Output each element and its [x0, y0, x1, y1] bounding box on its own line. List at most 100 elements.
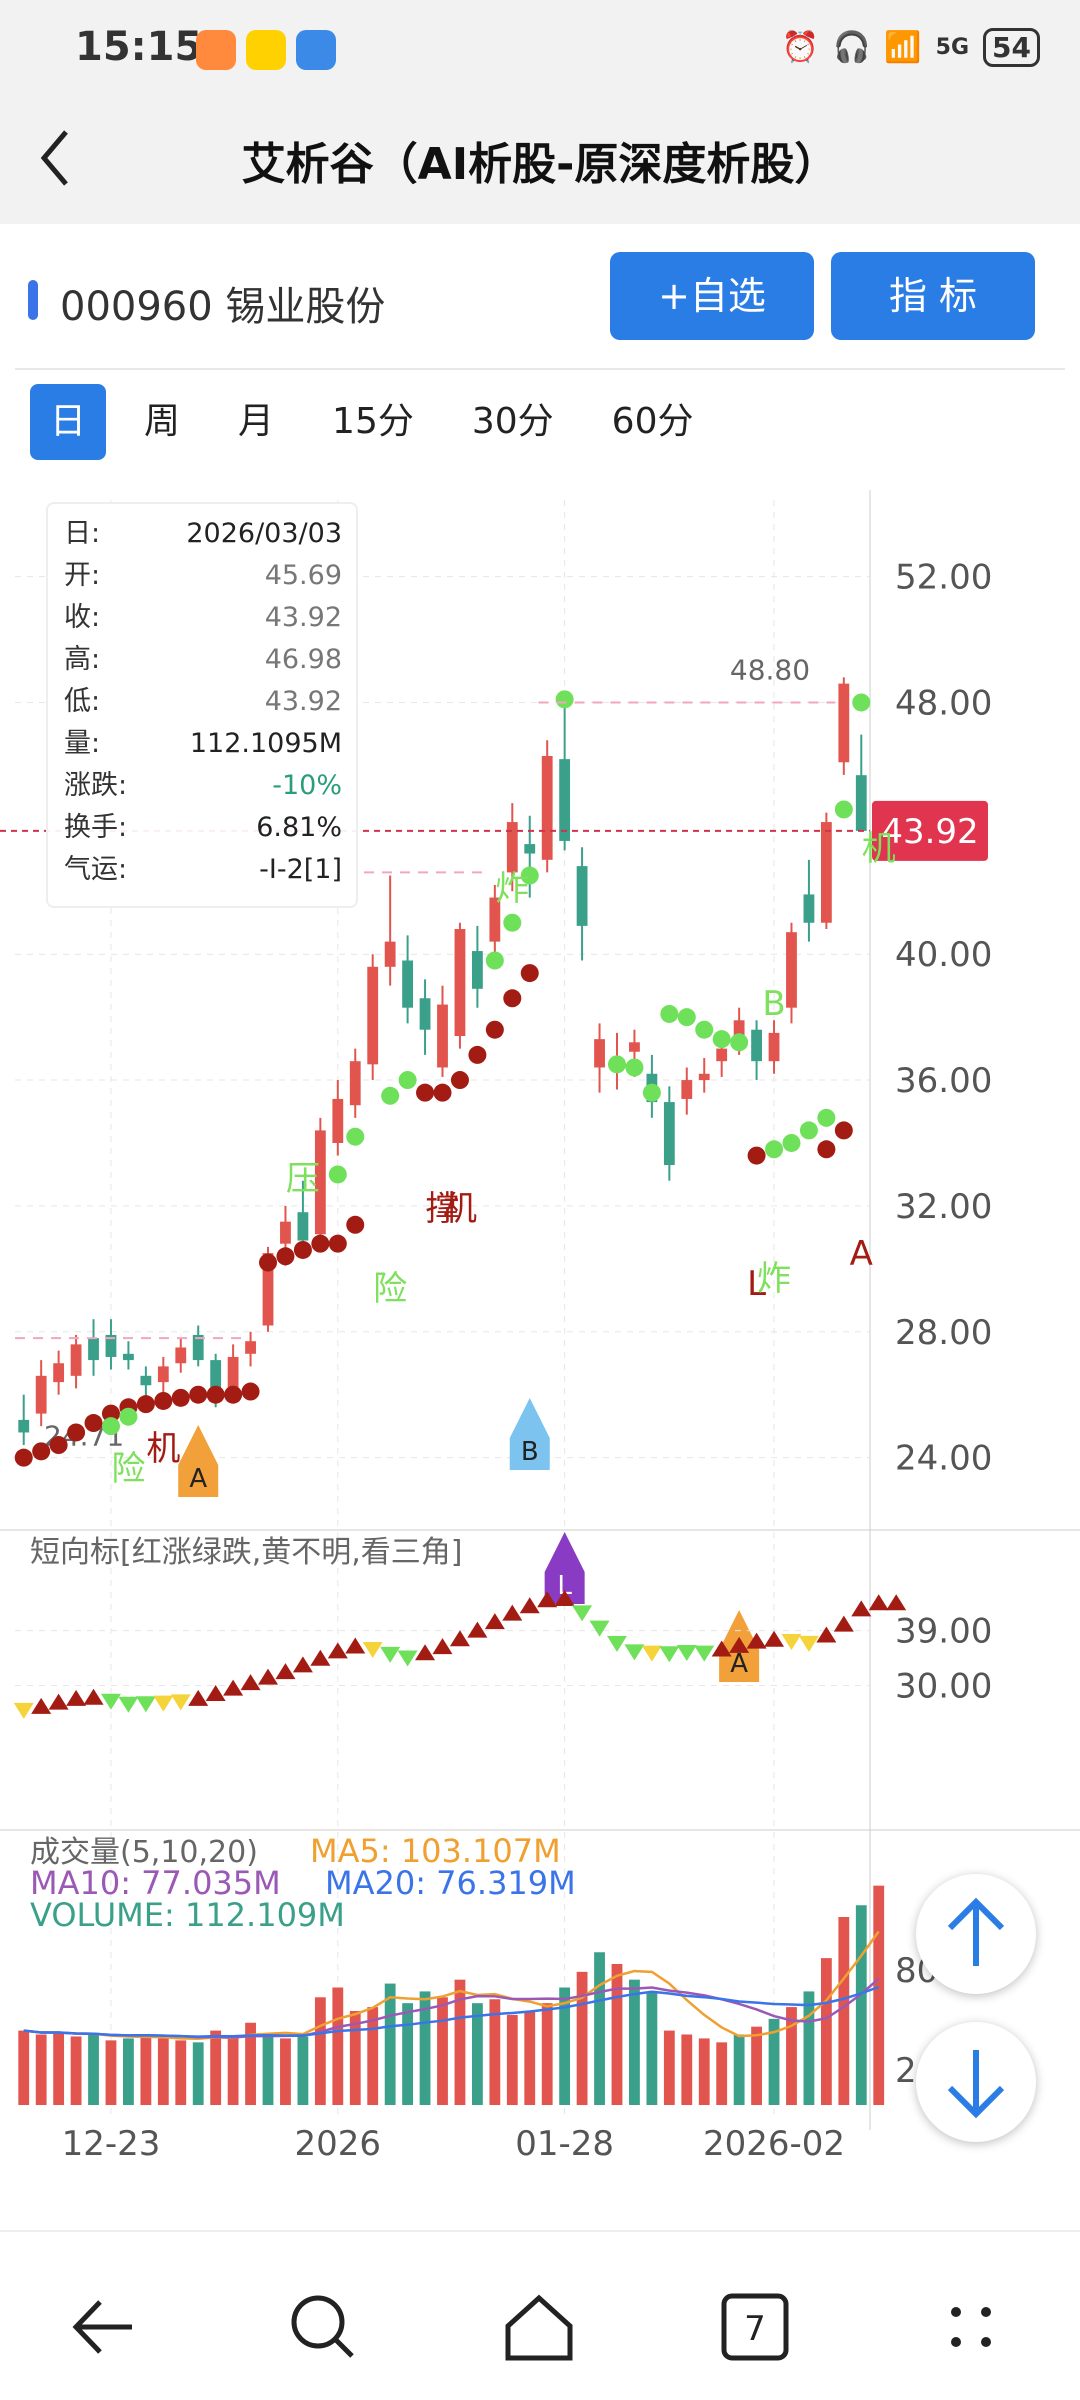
stock-chart[interactable]: 52.00 48.00 40.00 36.00 32.00 28.00 24.00 12-23… [0, 470, 1080, 2170]
support-dot [101, 1404, 120, 1423]
oscillator-triangle [66, 1689, 87, 1706]
oscillator-triangle [781, 1634, 802, 1651]
tab-15min[interactable]: 15分 [332, 401, 414, 442]
volume-bar [402, 2003, 414, 2105]
scroll-up-button[interactable] [916, 1874, 1036, 1994]
chart-canvas[interactable]: 52.00 48.00 40.00 36.00 32.00 28.00 24.00 12-23… [0, 470, 1080, 2170]
info-row: 换手: 6.81% [64, 808, 342, 848]
oscillator-triangle [833, 1615, 854, 1632]
info-value: 43.92 [264, 686, 342, 717]
info-row: 低: 43.92 [64, 682, 342, 722]
scroll-down-button[interactable] [916, 2022, 1036, 2142]
bottom-nav: 7 [0, 2230, 1080, 2400]
candle-body [402, 960, 414, 1008]
x-tick-label: 12-23 [62, 2124, 161, 2164]
oscillator-triangle [641, 1645, 662, 1662]
support-dot [136, 1395, 155, 1414]
candle-body [489, 897, 501, 942]
candle-body [419, 998, 431, 1030]
signal-dot [485, 951, 504, 970]
app-icon-weather [296, 30, 336, 70]
signal-label: L [747, 1264, 766, 1304]
candle-body [803, 894, 815, 923]
signal-dot [852, 693, 871, 712]
oscillator-triangle [362, 1641, 383, 1658]
volume-bar [768, 2018, 780, 2105]
candle-body [629, 1042, 640, 1052]
stock-marker [28, 280, 38, 320]
menu-dots-icon[interactable] [926, 2282, 1016, 2372]
oscillator-triangle [449, 1630, 470, 1647]
oscillator-triangle [484, 1613, 505, 1630]
signal-dot [503, 913, 522, 932]
signal-dot [119, 1407, 138, 1426]
volume-bar [663, 2030, 675, 2105]
oscillator-triangle [258, 1668, 279, 1685]
volume-bar [611, 1964, 623, 2105]
back-icon[interactable] [62, 2282, 152, 2372]
volume-bar [541, 2003, 553, 2105]
support-dot [503, 989, 522, 1008]
signal-dot [520, 866, 539, 885]
volume-bar [88, 2034, 99, 2105]
candle-body [140, 1375, 152, 1386]
tab-week[interactable]: 周 [144, 401, 181, 442]
volume-bar [873, 1885, 885, 2105]
candle-body [384, 941, 396, 967]
volume-bar [35, 2034, 47, 2105]
signal-dot [695, 1020, 714, 1039]
tab-day[interactable]: 日 [30, 384, 107, 460]
candle-body [245, 1341, 256, 1354]
info-value: -I-2[1] [259, 854, 342, 885]
tab-month[interactable]: 月 [238, 401, 275, 442]
divider [15, 368, 1065, 370]
arrow-up-icon [947, 1897, 1005, 1966]
price-tag [872, 800, 988, 861]
support-dot [416, 1083, 435, 1102]
oscillator-triangle [537, 1591, 558, 1608]
signal-dot [677, 1008, 696, 1027]
support-dot [67, 1423, 86, 1442]
add-watchlist-button[interactable]: +自选 [610, 252, 814, 340]
signal-label: B [762, 984, 785, 1024]
period-tabs: 日 周 月 15分 30分 60分 [30, 384, 731, 460]
candle-body [838, 683, 850, 763]
volume-bar [367, 2007, 379, 2105]
candle-body [471, 951, 483, 989]
oscillator-triangle [48, 1693, 69, 1710]
search-icon[interactable] [278, 2282, 368, 2372]
signal-dot [712, 1030, 731, 1049]
home-icon[interactable] [494, 2282, 584, 2372]
support-dot [276, 1247, 295, 1266]
tab-60min[interactable]: 60分 [611, 401, 694, 442]
info-value: 6.81% [256, 812, 342, 843]
volume-bar [838, 1917, 850, 2105]
support-dot [346, 1215, 365, 1234]
volume-bar [280, 2038, 291, 2105]
support-dot [834, 1121, 853, 1140]
candle-body [751, 1029, 762, 1062]
indicator-button[interactable]: 指 标 [831, 252, 1035, 340]
tabs-icon[interactable]: 7 [710, 2282, 800, 2372]
oscillator-triangle [886, 1594, 907, 1611]
volume-bar [524, 2011, 536, 2105]
support-dot [154, 1391, 173, 1410]
volume-bar [140, 2034, 152, 2105]
candle-body [594, 1039, 605, 1068]
tab-30min[interactable]: 30分 [471, 401, 554, 442]
back-arrow-icon[interactable] [30, 118, 100, 198]
volume-bar [594, 1952, 605, 2105]
signal-dot [346, 1127, 365, 1146]
oscillator-triangle [467, 1621, 488, 1638]
volume-legend: MA5: 103.107M [310, 1832, 561, 1870]
current-price-label: 43.92 [881, 812, 978, 852]
oscillator-triangle [205, 1685, 226, 1702]
oscillator-triangle [100, 1693, 121, 1710]
info-key: 开: [64, 560, 101, 591]
candle-body [53, 1363, 65, 1383]
candle-body [437, 1004, 448, 1068]
tab-count: 7 [744, 2309, 766, 2349]
volume-bar [786, 2007, 797, 2105]
signal-label: A [850, 1234, 873, 1274]
volume-bar [437, 1997, 448, 2105]
